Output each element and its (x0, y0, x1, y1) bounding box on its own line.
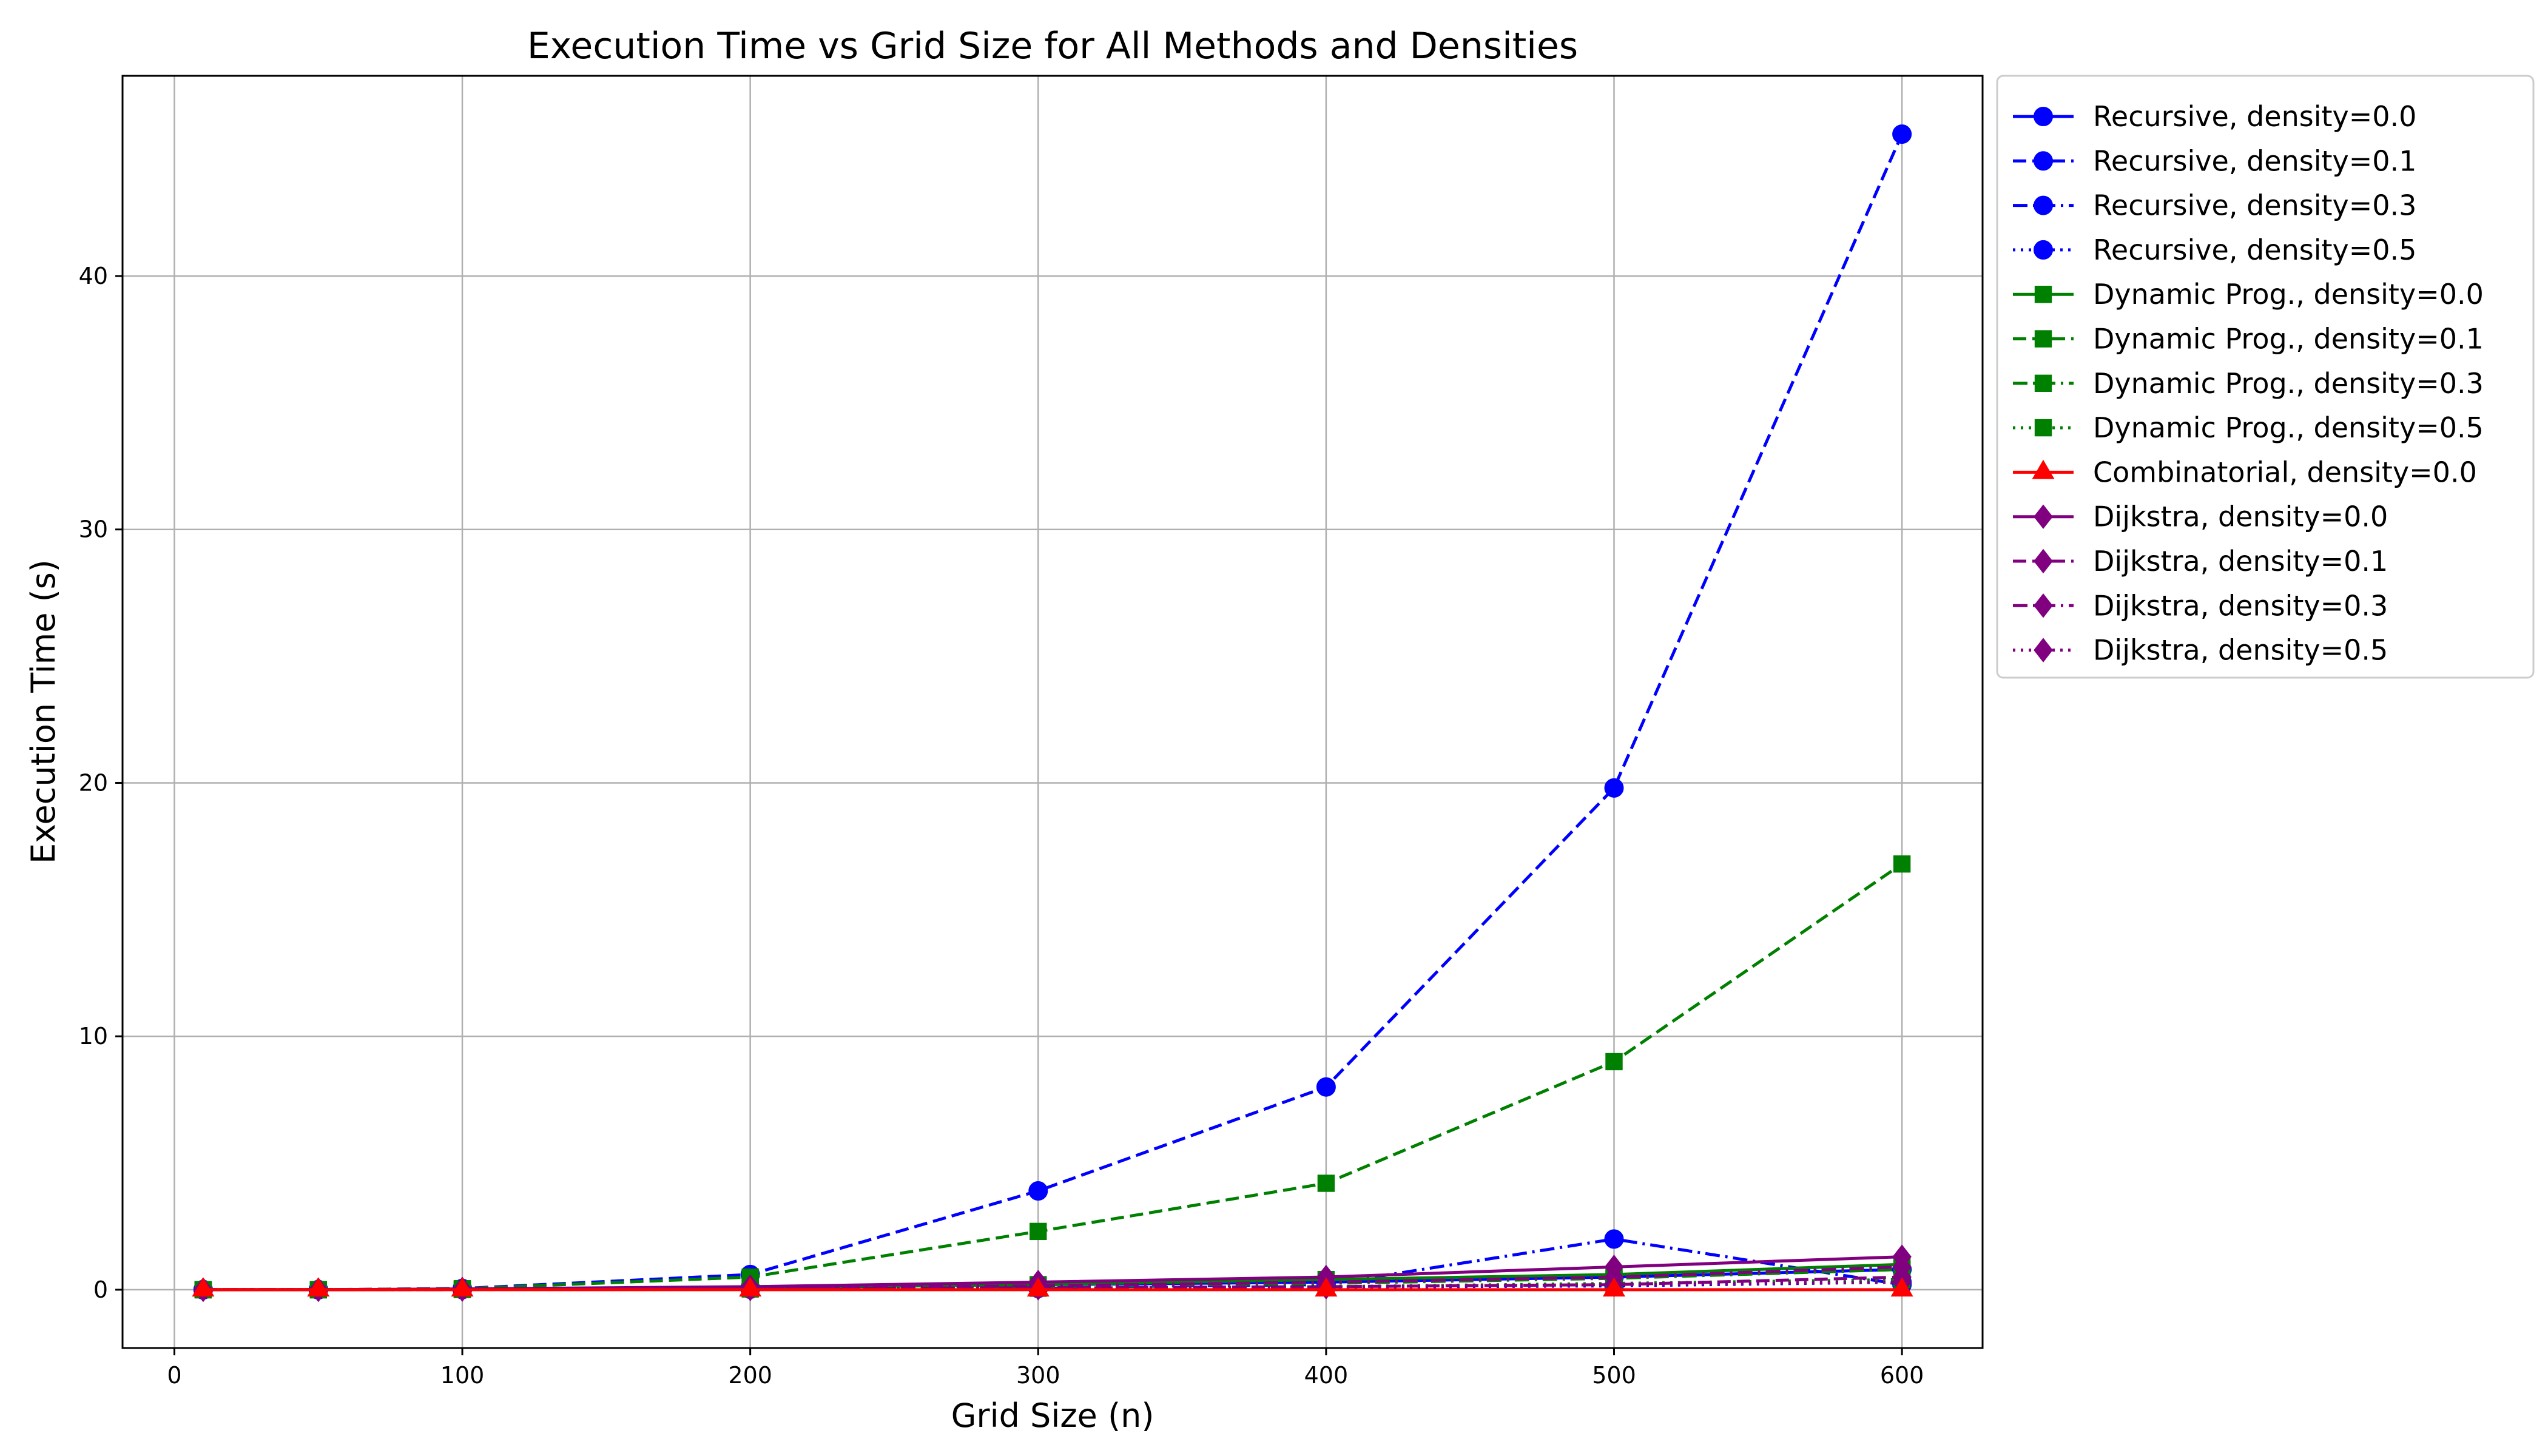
series-line (203, 1265, 1903, 1292)
legend-item-dynamic-prog-density-0-1: Dynamic Prog., density=0.1 (2013, 323, 2484, 356)
data-point (451, 1277, 474, 1297)
legend-label: Dijkstra, density=0.5 (2093, 634, 2388, 667)
legend-marker (2034, 195, 2053, 215)
legend-marker (2034, 240, 2053, 260)
legend-item-recursive-density-0-3: Recursive, density=0.3 (2013, 189, 2416, 222)
y-tick-label: 30 (79, 516, 108, 543)
legend-label: Dijkstra, density=0.3 (2093, 589, 2388, 622)
legend-item-dynamic-prog-density-0-3: Dynamic Prog., density=0.3 (2013, 367, 2484, 400)
legend-items: Recursive, density=0.0 Recursive, density… (2013, 100, 2484, 667)
x-tick-label: 600 (1880, 1362, 1924, 1389)
y-tick-label: 10 (79, 1023, 108, 1050)
legend-item-dynamic-prog-density-0-0: Dynamic Prog., density=0.0 (2013, 278, 2484, 311)
x-tick-label: 0 (167, 1362, 181, 1389)
data-point (1892, 124, 1912, 144)
plot-frame (121, 75, 1984, 1349)
data-point (192, 1277, 215, 1297)
legend-item-recursive-density-0-1: Recursive, density=0.1 (2013, 144, 2416, 177)
legend-label: Dijkstra, density=0.0 (2093, 500, 2388, 533)
x-tick-label: 100 (440, 1362, 485, 1389)
legend-marker (2034, 374, 2052, 392)
series-lines (192, 124, 1913, 1303)
data-point (1605, 1053, 1623, 1071)
data-point (1028, 1181, 1048, 1201)
x-tick-label: 300 (1016, 1362, 1060, 1389)
legend-label: Dynamic Prog., density=0.5 (2093, 411, 2484, 444)
data-point (1604, 1229, 1624, 1249)
legend-label: Dijkstra, density=0.1 (2093, 545, 2388, 578)
legend-marker (2034, 593, 2053, 618)
legend-label: Dynamic Prog., density=0.1 (2093, 323, 2484, 356)
y-tick-label: 0 (93, 1276, 108, 1303)
x-axis-label: Grid Size (n) (951, 1397, 1154, 1435)
legend-item-recursive-density-0-5: Recursive, density=0.5 (2013, 234, 2416, 266)
legend-label: Recursive, density=0.1 (2093, 144, 2416, 177)
legend-marker (2034, 419, 2052, 437)
legend-item-dijkstra-density-0-0: Dijkstra, density=0.0 (2013, 500, 2388, 533)
legend-label: Recursive, density=0.5 (2093, 234, 2416, 266)
y-tick-label: 40 (79, 263, 108, 289)
legend-item-dijkstra-density-0-3: Dijkstra, density=0.3 (2013, 589, 2388, 622)
legend-marker (2034, 504, 2053, 529)
x-tick-label: 400 (1304, 1362, 1349, 1389)
data-point (1892, 1244, 1912, 1269)
chart-title: Execution Time vs Grid Size for All Meth… (527, 25, 1578, 67)
data-point (1893, 855, 1911, 873)
legend-item-dijkstra-density-0-5: Dijkstra, density=0.5 (2013, 634, 2388, 667)
data-point (1890, 1277, 1913, 1297)
x-tick-label: 500 (1592, 1362, 1636, 1389)
y-tick-label: 20 (79, 769, 108, 796)
legend-marker (2034, 638, 2053, 662)
legend-item-combinatorial-density-0-0: Combinatorial, density=0.0 (2013, 456, 2477, 488)
legend-marker (2034, 151, 2053, 171)
data-point (1030, 1222, 1047, 1241)
x-tick-label: 200 (728, 1362, 772, 1389)
data-point (1604, 778, 1624, 798)
legend-label: Combinatorial, density=0.0 (2093, 456, 2477, 488)
legend-label: Recursive, density=0.0 (2093, 100, 2416, 133)
legend-marker (2034, 286, 2052, 303)
data-point (1315, 1277, 1338, 1297)
data-point (1316, 1077, 1336, 1097)
data-point (739, 1277, 762, 1297)
legend-label: Recursive, density=0.3 (2093, 189, 2416, 222)
legend: Recursive, density=0.0 Recursive, density… (1996, 75, 2535, 679)
legend-marker (2032, 459, 2055, 479)
legend-label: Dynamic Prog., density=0.0 (2093, 278, 2484, 311)
legend-marker (2034, 330, 2052, 348)
series-combinatorial-density-0-0 (192, 1277, 1913, 1297)
legend-item-dynamic-prog-density-0-5: Dynamic Prog., density=0.5 (2013, 411, 2484, 444)
legend-item-dijkstra-density-0-1: Dijkstra, density=0.1 (2013, 545, 2388, 578)
data-point (1026, 1277, 1050, 1297)
data-point (1317, 1175, 1335, 1192)
y-axis-label: Execution Time (s) (24, 559, 62, 864)
legend-marker (2034, 107, 2053, 126)
data-point (1603, 1277, 1625, 1297)
x-axis-ticks: 0 100 200 300 400 500 600 (167, 1348, 1924, 1389)
y-axis-ticks: 0 10 20 30 40 (79, 263, 123, 1303)
legend-marker (2034, 548, 2053, 574)
legend-box (1996, 75, 2535, 679)
legend-item-recursive-density-0-0: Recursive, density=0.0 (2013, 100, 2416, 133)
data-point (307, 1277, 330, 1297)
legend-label: Dynamic Prog., density=0.3 (2093, 367, 2484, 400)
